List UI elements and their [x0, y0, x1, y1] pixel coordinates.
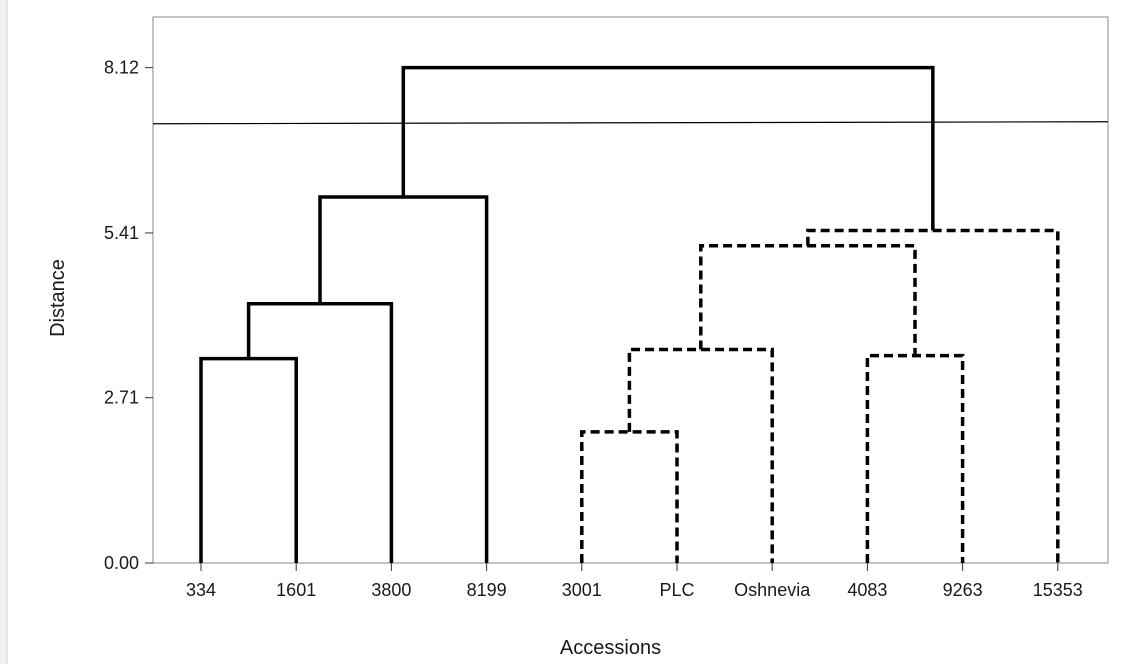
x-tick-label: 3800: [371, 580, 411, 600]
x-tick-label: 15353: [1033, 580, 1083, 600]
x-tick-label: 3001: [562, 580, 602, 600]
y-tick-label: 8.12: [104, 58, 139, 78]
dendrogram-link: [699, 244, 917, 356]
x-tick-label: 4083: [847, 580, 887, 600]
x-tick-label: 8199: [467, 580, 507, 600]
x-tick-label: Oshnevia: [734, 580, 811, 600]
dendrogram-link: [401, 65, 935, 231]
x-tick-label: 9263: [943, 580, 983, 600]
dendrogram-link: [806, 228, 1060, 563]
cut-line: [152, 121, 1109, 125]
x-tick-label: PLC: [659, 580, 694, 600]
x-tick-label: 1601: [276, 580, 316, 600]
y-tick-label: 5.41: [104, 223, 139, 243]
y-axis-title: Distance: [47, 259, 69, 337]
y-tick-label: 0.00: [104, 553, 139, 573]
x-axis-title: Accessions: [560, 637, 661, 659]
x-tick-label: 334: [186, 580, 216, 600]
y-tick-label: 2.71: [104, 388, 139, 408]
plot-area: [152, 16, 1109, 564]
